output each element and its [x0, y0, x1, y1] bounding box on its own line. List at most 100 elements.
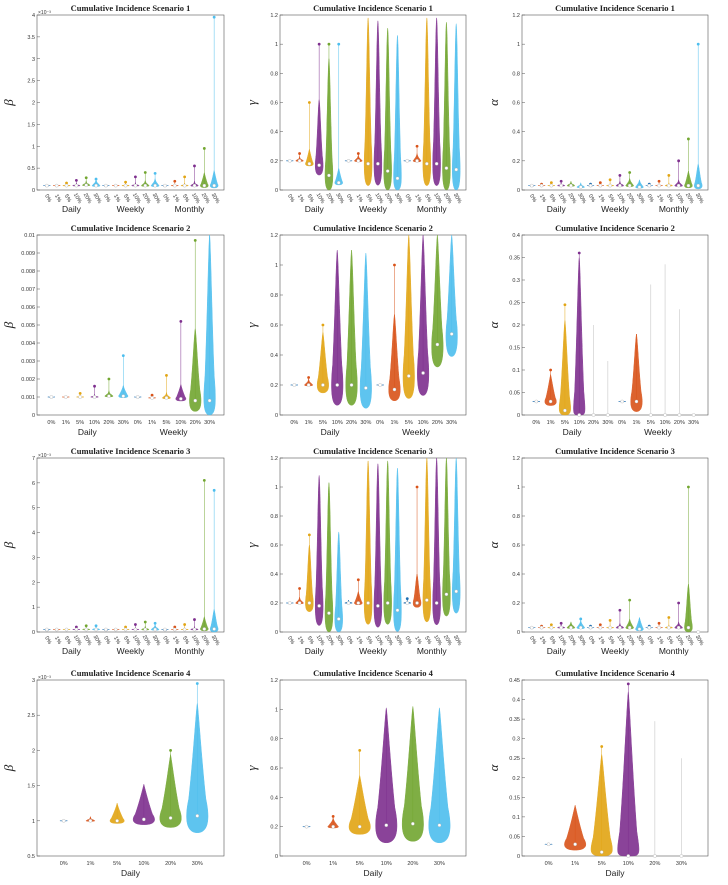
violin-median — [591, 413, 596, 417]
x-tick-label: 20% — [200, 634, 211, 647]
x-tick-label: 5% — [162, 420, 170, 426]
violin-median — [143, 627, 148, 632]
x-tick-label: 5% — [647, 420, 655, 426]
y-tick-label: 0.4 — [270, 795, 278, 801]
x-tick-label: 10% — [315, 634, 326, 647]
x-tick-label: 10% — [674, 634, 685, 647]
violin-body — [428, 707, 451, 844]
violin-body — [417, 234, 430, 396]
violin-median — [94, 183, 98, 188]
violin-body — [412, 153, 422, 163]
plot-frame — [36, 14, 225, 191]
violin-median — [691, 413, 696, 417]
violin-median — [539, 183, 544, 188]
violin-body — [354, 591, 363, 605]
x-tick-label: 20% — [432, 420, 443, 426]
y-tick-label: 0 — [275, 854, 278, 860]
x-tick-label: 5% — [181, 636, 190, 646]
x-tick-label: 5% — [598, 861, 606, 867]
violin-median — [679, 854, 684, 858]
violin-median — [663, 413, 667, 417]
violin-median — [637, 627, 642, 631]
x-tick-label: 0% — [528, 636, 537, 646]
x-tick-label: 20% — [383, 192, 394, 205]
x-tick-label: 10% — [72, 192, 83, 205]
y-tick-label: 1 — [517, 485, 520, 491]
x-tick-label: 0% — [60, 861, 68, 867]
y-axis-exponent: ×10⁻³ — [38, 10, 51, 16]
violin-outlier — [65, 181, 68, 185]
violin-outlier — [107, 377, 111, 381]
violin-median — [608, 183, 612, 188]
x-tick-label: 30% — [118, 420, 129, 426]
violin-outlier — [321, 323, 325, 327]
violin-median — [626, 854, 631, 858]
y-tick-label: 1.2 — [270, 13, 278, 19]
x-tick-label: 1% — [112, 636, 121, 646]
violin-median — [578, 625, 583, 630]
y-tick-label: 0.4 — [270, 572, 278, 578]
x-tick-label: 5% — [113, 861, 121, 867]
x-tick-label: 30% — [210, 634, 221, 647]
plot-frame — [36, 679, 225, 857]
violin-median — [304, 824, 309, 829]
violin-median — [54, 627, 59, 632]
violin-outlier — [358, 749, 362, 752]
violin-outlier — [173, 625, 177, 629]
y-tick-label: 0.006 — [21, 305, 35, 311]
x-group-label: Monthly — [659, 646, 690, 656]
y-tick-label: 1.2 — [270, 233, 278, 239]
violin-median — [559, 183, 563, 188]
violin-outlier — [598, 623, 602, 627]
violin-body — [442, 22, 451, 191]
x-tick-label: 5% — [606, 636, 615, 646]
violin-median — [121, 394, 126, 398]
x-group-label: Weekly — [644, 427, 672, 437]
y-tick-label: 0.008 — [21, 269, 35, 275]
violin-body — [684, 170, 693, 189]
violin-outlier — [124, 625, 127, 629]
violin-median — [573, 842, 577, 847]
y-tick-label: 0.8 — [512, 514, 520, 520]
violin-median — [569, 625, 573, 630]
x-tick-label: 5% — [356, 861, 364, 867]
violin-outlier — [202, 147, 206, 150]
y-tick-label: 5 — [32, 506, 35, 512]
violin-outlier — [405, 597, 409, 601]
x-tick-label: 5% — [405, 420, 413, 426]
x-group-label: Daily — [121, 868, 141, 878]
x-tick-label: 10% — [138, 861, 149, 867]
violin-median — [113, 627, 118, 632]
x-tick-label: 30% — [635, 192, 646, 205]
x-group-label: Monthly — [417, 646, 448, 656]
violin-outlier — [134, 175, 137, 179]
panel-title: Cumulative Incidence Scenario 3 — [71, 446, 191, 456]
x-tick-label: 30% — [393, 192, 404, 205]
violin-outlier — [579, 617, 583, 621]
violin-median — [549, 625, 554, 630]
y-tick-label: 0.6 — [512, 543, 520, 549]
x-tick-label: 1% — [296, 636, 305, 646]
violin-outlier — [415, 144, 419, 148]
violin-outlier — [331, 815, 335, 818]
violin-median — [306, 383, 311, 387]
x-group-label: Daily — [305, 204, 325, 214]
x-tick-label: 30% — [452, 634, 463, 647]
violin-body — [363, 17, 373, 186]
y-tick-label: 0.007 — [21, 287, 35, 293]
x-group-label: Daily — [547, 204, 567, 214]
violin-median — [378, 383, 382, 387]
violin-body — [373, 20, 383, 186]
x-tick-label: 5% — [63, 194, 72, 204]
violin-median — [385, 601, 390, 605]
x-tick-label: 20% — [200, 192, 211, 205]
violin-median — [637, 185, 642, 189]
x-tick-label: 1% — [538, 636, 547, 646]
violin-median — [163, 183, 167, 188]
violin-body — [422, 17, 432, 186]
y-tick-label: 1.2 — [270, 678, 278, 684]
violin-outlier — [193, 164, 196, 168]
y-tick-label: 1 — [517, 42, 520, 48]
violin-median — [297, 159, 302, 163]
